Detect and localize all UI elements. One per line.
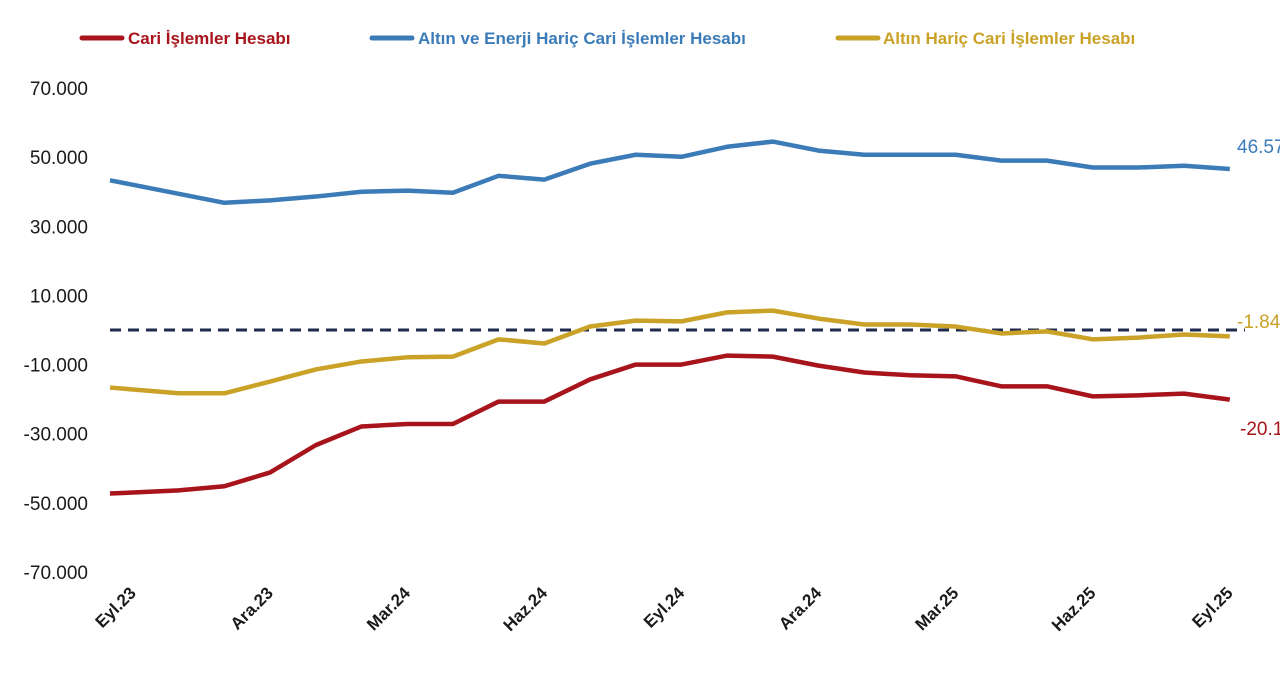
x-tick-label: Ara.23 xyxy=(227,583,277,633)
legend-label: Cari İşlemler Hesabı xyxy=(128,29,291,48)
x-tick-label: Haz.25 xyxy=(1048,583,1100,635)
series-line-1 xyxy=(109,139,1230,206)
y-tick-label: -10.000 xyxy=(24,356,88,377)
y-tick-label: 10.000 xyxy=(30,286,88,307)
legend-label: Altın ve Enerji Hariç Cari İşlemler Hesa… xyxy=(418,29,746,48)
x-tick-label: Haz.24 xyxy=(500,583,552,635)
y-tick-label: 50.000 xyxy=(30,148,88,169)
end-value-label: 46.578 xyxy=(1237,137,1280,158)
x-tick-label: Eyl.25 xyxy=(1188,583,1236,631)
x-tick-label: Mar.25 xyxy=(912,583,963,634)
y-tick-label: -70.000 xyxy=(24,563,88,584)
y-tick-label: -50.000 xyxy=(24,494,88,515)
y-tick-label: 70.000 xyxy=(30,79,88,100)
end-value-label: -1.847 xyxy=(1237,312,1280,333)
end-value-label: -20.146 xyxy=(1240,419,1280,440)
legend-label: Altın Hariç Cari İşlemler Hesabı xyxy=(883,29,1135,48)
x-tick-label: Eyl.24 xyxy=(640,583,689,632)
x-tick-label: Eyl.23 xyxy=(92,583,140,631)
y-tick-label: -30.000 xyxy=(24,425,88,446)
x-tick-label: Ara.24 xyxy=(775,583,826,634)
series-line-0 xyxy=(109,353,1231,496)
x-tick-label: Mar.24 xyxy=(363,583,414,634)
series-line-2 xyxy=(109,308,1230,396)
y-tick-label: 30.000 xyxy=(30,217,88,238)
